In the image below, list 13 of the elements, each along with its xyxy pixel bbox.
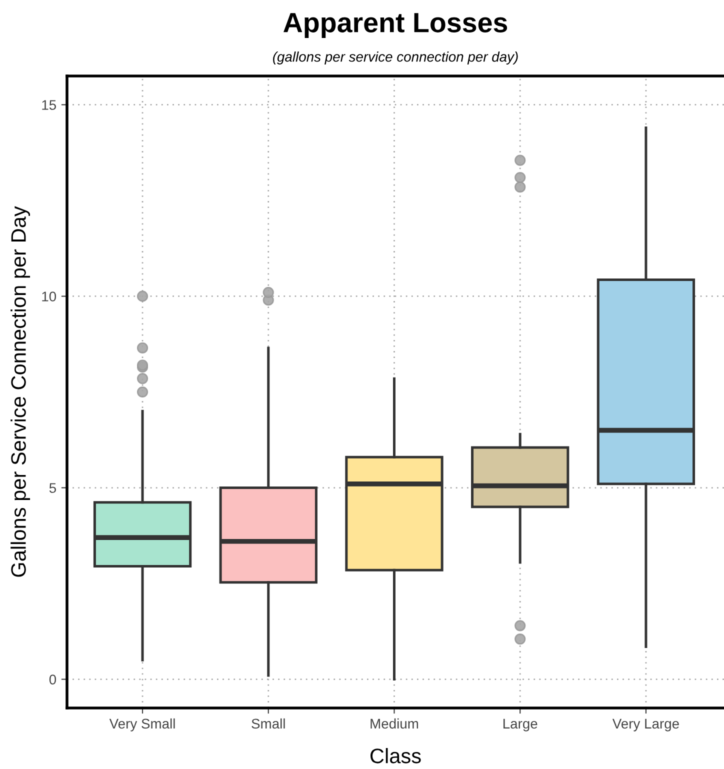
x-tick-label: Very Small: [109, 718, 175, 732]
chart-subtitle: (gallons per service connection per day): [273, 52, 518, 64]
y-axis-title: Gallons per Service Connection per Day: [10, 206, 30, 577]
y-tick-label: 5: [49, 483, 56, 493]
x-axis-title: Class: [370, 748, 421, 764]
x-tick-label: Medium: [370, 718, 418, 729]
x-tick-label: Small: [252, 718, 285, 729]
chart-title: Apparent Losses: [284, 13, 508, 38]
y-tick-label: 15: [42, 100, 56, 110]
x-tick-label: Large: [503, 718, 538, 732]
y-tick-label: 10: [42, 292, 56, 302]
y-tick-label: 0: [49, 674, 56, 684]
x-tick-label: Very Large: [612, 718, 679, 732]
